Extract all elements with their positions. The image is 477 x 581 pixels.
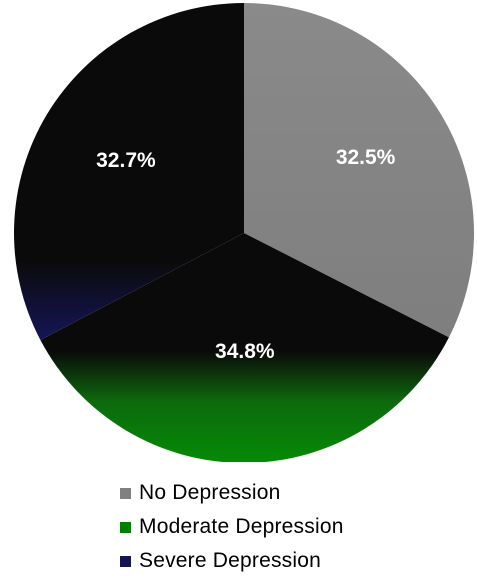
label-moderate-depression: 34.8%	[215, 340, 275, 363]
legend-label-no-depression: No Depression	[139, 481, 281, 504]
label-severe-depression: 32.7%	[96, 149, 156, 172]
legend-label-severe-depression: Severe Depression	[139, 549, 321, 572]
label-no-depression: 32.5%	[336, 146, 396, 169]
legend-swatch-no-depression	[120, 487, 131, 499]
legend-swatch-moderate-depression	[120, 521, 131, 533]
legend: No Depression Moderate Depression Severe…	[120, 476, 344, 578]
legend-item-moderate-depression: Moderate Depression	[120, 510, 344, 544]
pie-chart: 32.5% 34.8% 32.7%	[14, 3, 474, 462]
slice-moderate-depression	[40, 233, 449, 462]
slice-no-depression	[244, 3, 474, 338]
legend-item-severe-depression: Severe Depression	[120, 544, 344, 578]
legend-swatch-severe-depression	[120, 555, 131, 567]
legend-item-no-depression: No Depression	[120, 476, 344, 510]
legend-label-moderate-depression: Moderate Depression	[139, 515, 344, 538]
slice-severe-depression	[14, 3, 245, 340]
